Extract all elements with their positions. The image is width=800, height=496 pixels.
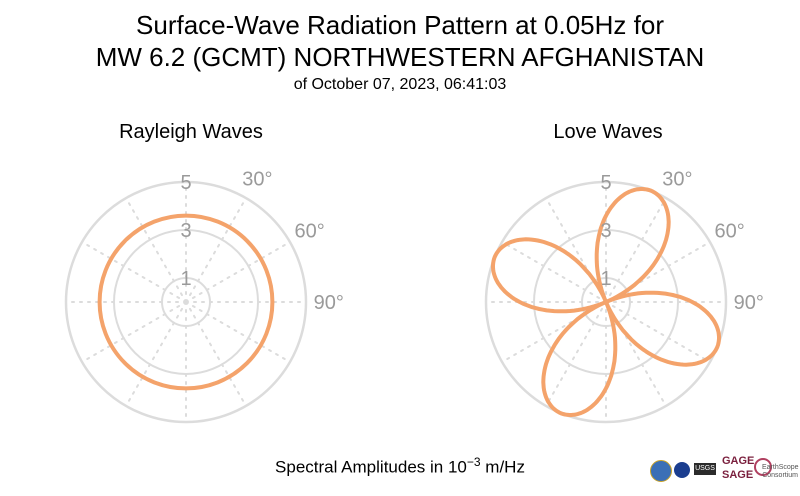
rayleigh-grid-circle <box>64 180 308 424</box>
rayleigh-radial-tick-label: 1 <box>180 268 191 290</box>
earthscope-icon <box>754 458 772 476</box>
chart-title-line-1: Surface-Wave Radiation Pattern at 0.05Hz… <box>136 10 664 40</box>
rayleigh-radial-tick-label: 3 <box>180 220 191 242</box>
nsf-logo <box>650 460 672 482</box>
rayleigh-radial-tick-label: 5 <box>180 172 191 194</box>
rayleigh-angle-tick-label: 60° <box>295 221 325 243</box>
rayleigh-angle-tick-label: 90° <box>314 292 344 314</box>
rayleigh-angle-tick-label: 30° <box>242 168 272 190</box>
love-grid-circle <box>484 180 728 424</box>
rayleigh-pattern-line <box>97 213 275 391</box>
love-angle-tick-label: 90° <box>734 292 764 314</box>
sponsor-logos: USGS GAGE SAGE EarthScope Consortium <box>650 452 799 488</box>
love-angle-tick-label: 30° <box>662 168 692 190</box>
love-radial-tick-label: 5 <box>600 172 611 194</box>
units-suffix: m/Hz <box>480 457 525 477</box>
sage-logo: SAGE <box>722 469 754 481</box>
earthscope-logo: EarthScope Consortium <box>762 464 799 479</box>
chart-subtitle: of October 07, 2023, 06:41:03 <box>293 76 507 93</box>
rayleigh-subplot-title: Rayleigh Waves <box>119 121 263 143</box>
gage-logo: GAGE <box>722 455 755 467</box>
usgs-logo: USGS <box>694 463 716 475</box>
units-base: 10 <box>447 457 467 477</box>
units-prefix: Spectral Amplitudes in <box>275 457 448 477</box>
units-exponent: −3 <box>466 455 481 469</box>
love-radial-tick-label: 3 <box>600 220 611 242</box>
chart-title-line-2: MW 6.2 (GCMT) NORTHWESTERN AFGHANISTAN <box>95 42 705 72</box>
amplitude-units-label: Spectral Amplitudes in 10−3 m/Hz <box>0 455 800 478</box>
love-pattern-line <box>491 187 721 417</box>
love-radial-tick-label: 1 <box>600 268 611 290</box>
nasa-logo <box>674 462 690 478</box>
love-angle-tick-label: 60° <box>715 221 745 243</box>
love-subplot-title: Love Waves <box>553 121 663 143</box>
